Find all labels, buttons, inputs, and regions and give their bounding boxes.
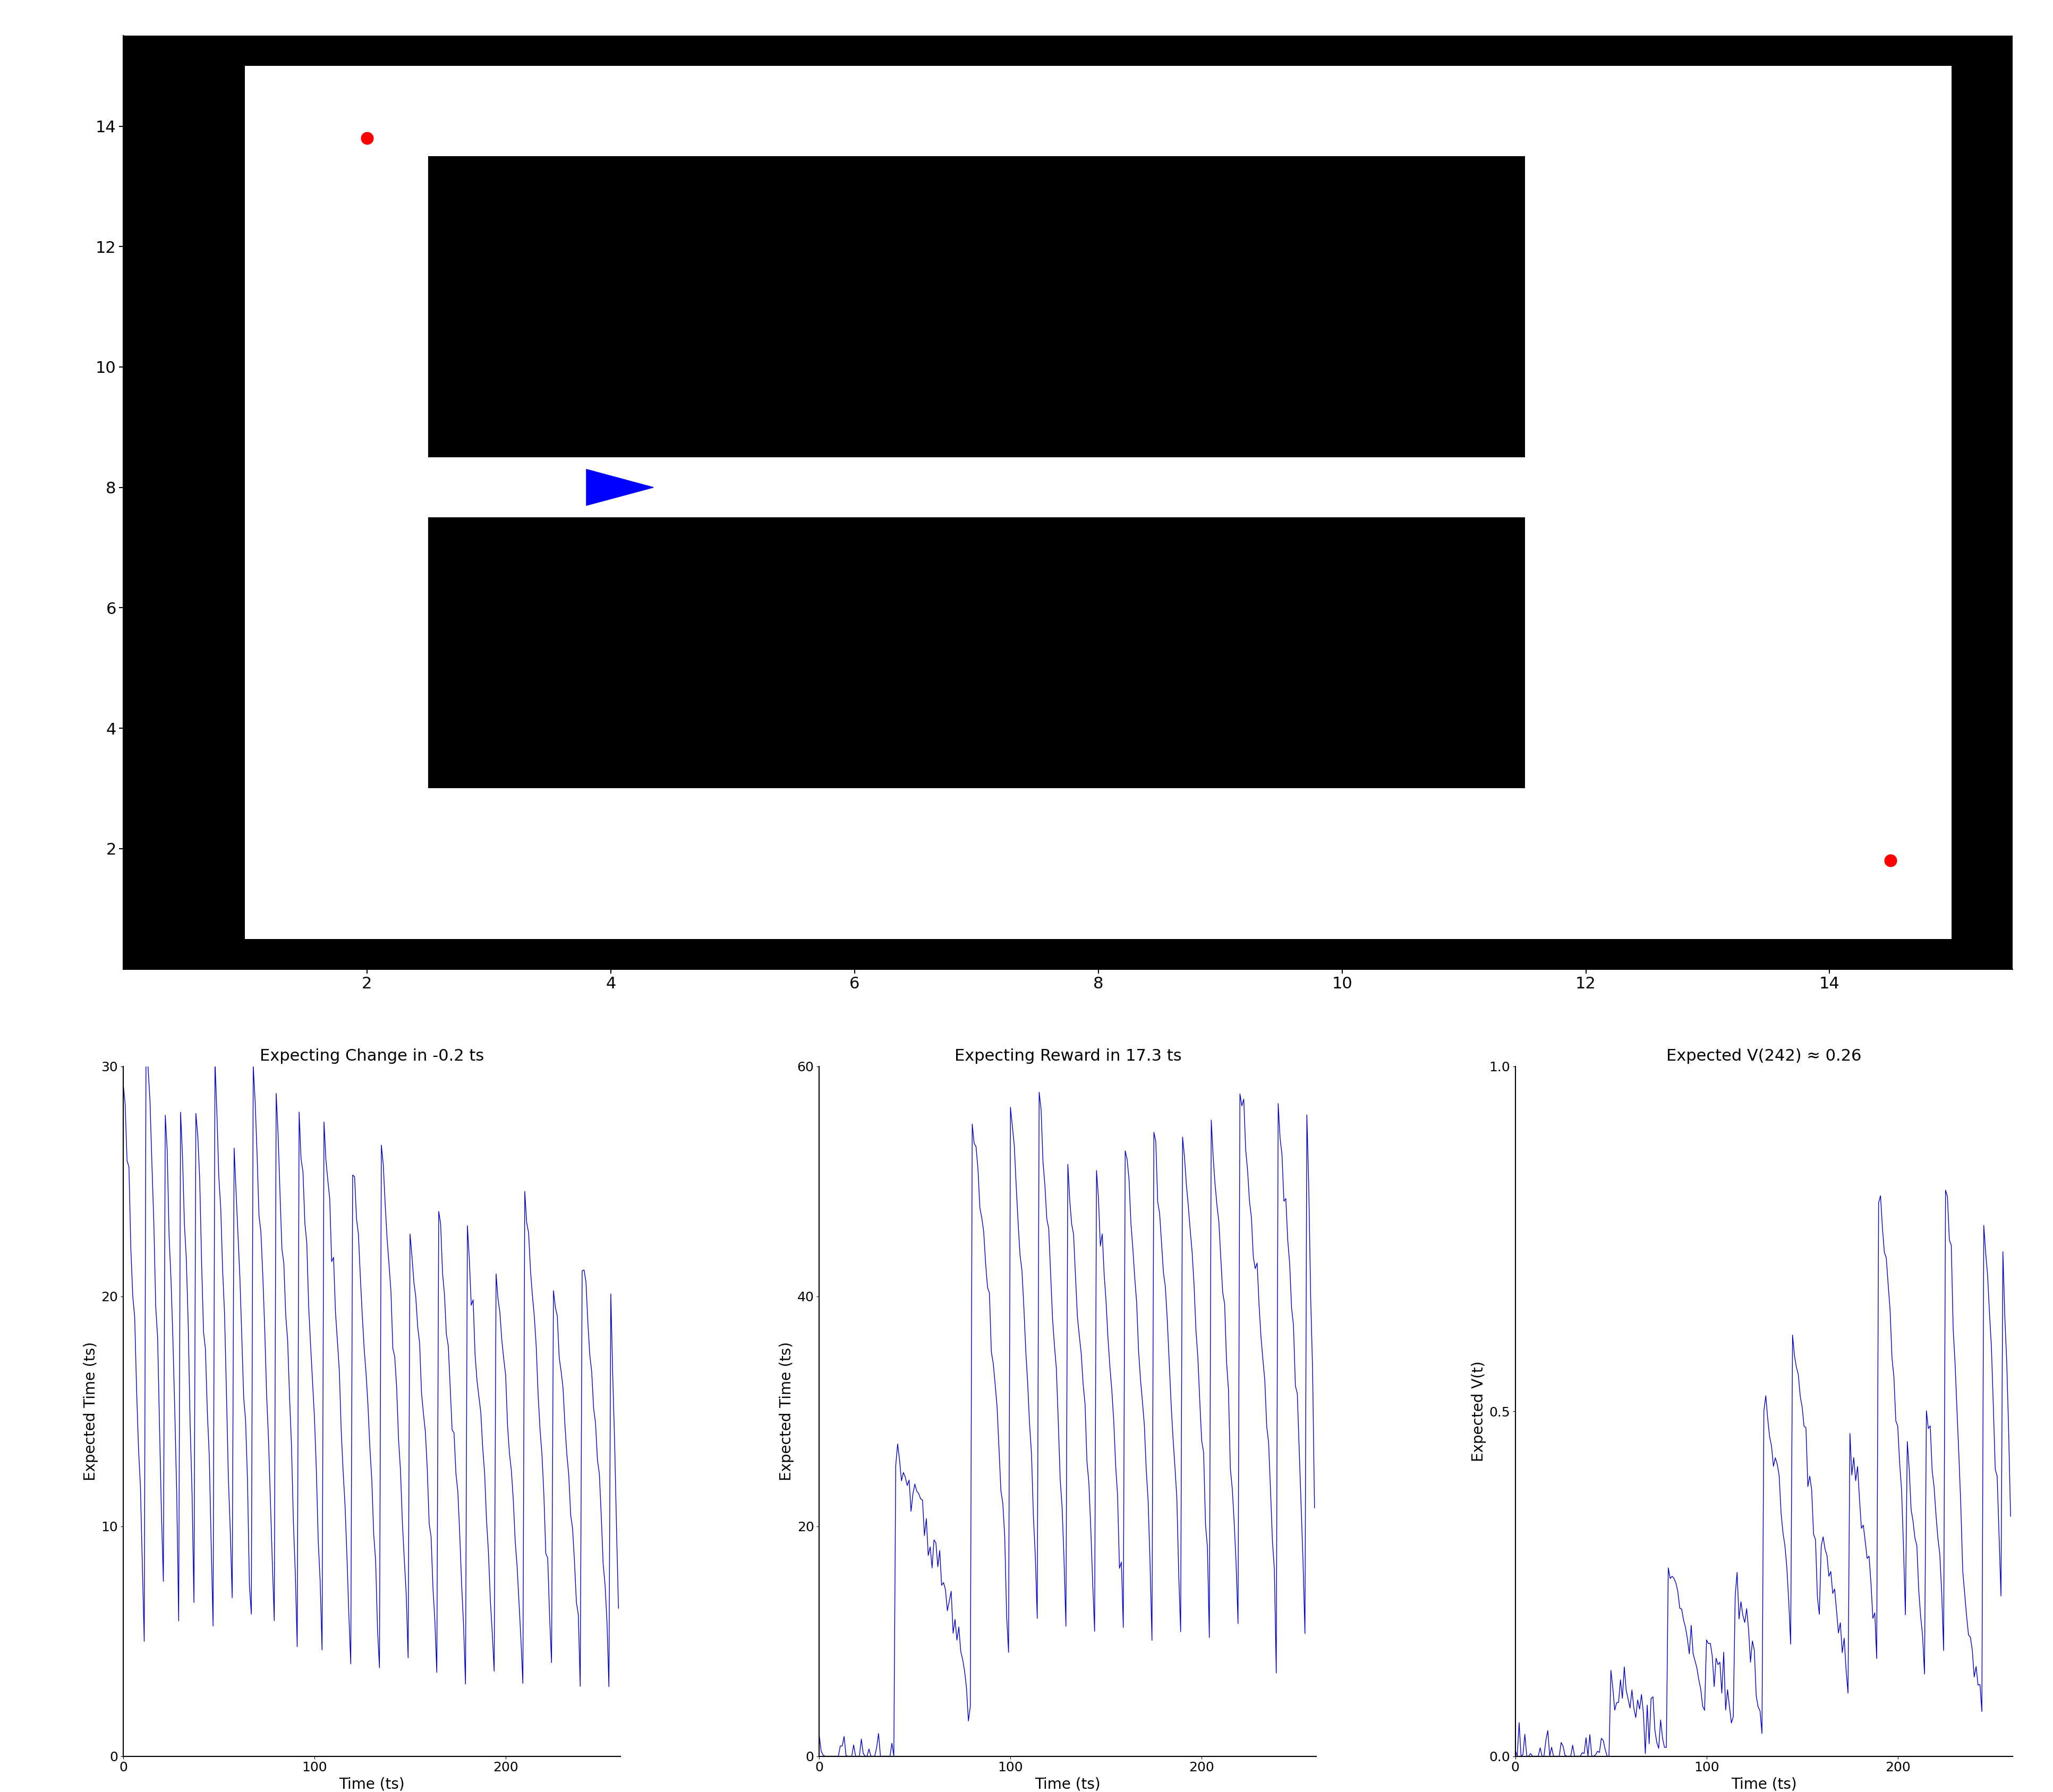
- Bar: [854, 156, 1525, 457]
- Bar: [427, 518, 916, 788]
- X-axis label: Time (ts): Time (ts): [1731, 1778, 1796, 1792]
- Point: [351, 124, 384, 152]
- Y-axis label: Expected V(t): Expected V(t): [1470, 1360, 1486, 1462]
- X-axis label: Time (ts): Time (ts): [1035, 1778, 1100, 1792]
- Title: Expecting Reward in 17.3 ts: Expecting Reward in 17.3 ts: [955, 1048, 1180, 1064]
- Title: Expecting Change in -0.2 ts: Expecting Change in -0.2 ts: [259, 1048, 485, 1064]
- Polygon shape: [587, 470, 653, 505]
- Title: Expected V(242) ≈ 0.26: Expected V(242) ≈ 0.26: [1665, 1048, 1860, 1064]
- Bar: [427, 156, 916, 457]
- Y-axis label: Expected Time (ts): Expected Time (ts): [780, 1342, 795, 1480]
- Point: [1874, 846, 1907, 874]
- Y-axis label: Expected Time (ts): Expected Time (ts): [84, 1342, 99, 1480]
- Bar: [854, 518, 1525, 788]
- X-axis label: Time (ts): Time (ts): [339, 1778, 404, 1792]
